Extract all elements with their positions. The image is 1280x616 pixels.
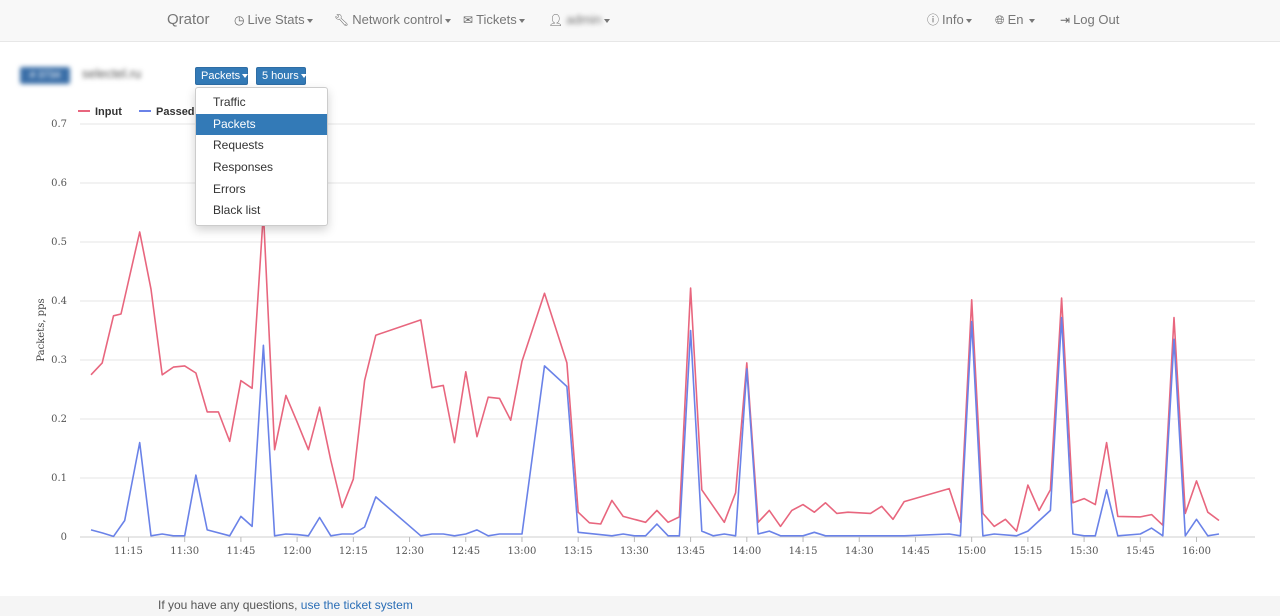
footer-text: If you have any questions, use the ticke…: [158, 597, 413, 613]
x-tick-label: 12:00: [283, 546, 312, 557]
y-tick-label: 0.7: [51, 119, 67, 130]
dropdown-item-black-list[interactable]: Black list: [213, 203, 261, 218]
x-tick-label: 11:45: [226, 546, 255, 557]
dashboard-icon: ◷: [234, 13, 245, 27]
top-navbar: Qrator ◷ Live Stats 🔧︎ Network control ✉ Ti…: [0, 0, 1280, 42]
chevron-down-icon: [603, 18, 610, 23]
nav-logout-label: Log Out: [1073, 12, 1120, 27]
x-tick-label: 13:45: [676, 546, 705, 557]
x-tick-label: 16:00: [1182, 546, 1211, 557]
chevron-down-icon: [518, 18, 525, 23]
nav-logout[interactable]: ⇥ Log Out: [1060, 0, 1119, 40]
chevron-down-icon: [965, 18, 972, 23]
globe-icon: 🌐︎: [995, 13, 1005, 27]
logout-icon: ⇥: [1060, 13, 1071, 27]
x-tick-label: 12:15: [339, 546, 368, 557]
y-axis-label: Packets, pps: [36, 298, 47, 361]
envelope-icon: ✉: [463, 13, 474, 27]
x-tick-label: 13:30: [620, 546, 649, 557]
wrench-icon: 🔧︎: [334, 13, 350, 27]
series-line-passed: [90, 316, 1220, 538]
chevron-down-icon: [306, 18, 313, 23]
dropdown-item-errors[interactable]: Errors: [213, 181, 246, 196]
metric-select-button[interactable]: Packets: [195, 67, 249, 85]
x-tick-label: 11:15: [114, 546, 143, 557]
metric-select-label: Packets: [201, 70, 241, 82]
legend-label: Passed: [156, 106, 195, 118]
nav-language-label: En: [1007, 12, 1024, 27]
nav-live-stats[interactable]: ◷ Live Stats: [234, 0, 313, 40]
nav-info[interactable]: ⓘ Info: [927, 0, 972, 40]
x-tick-label: 15:00: [957, 546, 986, 557]
x-tick-label: 11:30: [170, 546, 199, 557]
nav-tickets[interactable]: ✉ Tickets: [463, 0, 525, 40]
x-tick-label: 12:30: [395, 546, 424, 557]
y-tick-label: 0.5: [51, 237, 67, 248]
brand-logo[interactable]: Qrator: [167, 11, 210, 28]
nav-live-stats-label: Live Stats: [247, 12, 305, 27]
y-tick-label: 0.3: [51, 355, 67, 366]
footer: If you have any questions, use the ticke…: [0, 596, 1280, 616]
dropdown-item-packets[interactable]: Packets: [196, 113, 327, 136]
chevron-down-icon: [300, 74, 307, 79]
nav-language[interactable]: 🌐︎ En: [995, 0, 1035, 40]
nav-network-control-label: Network control: [352, 12, 443, 27]
info-icon: ⓘ: [927, 13, 940, 27]
time-range-label: 5 hours: [262, 70, 299, 82]
packets-line-chart: 0 0.1 0.2 0.3 0.4 0.5 0.6 0.7 11:15 11:30 11:45 12:…: [36, 106, 1255, 557]
nav-info-label: Info: [942, 12, 964, 27]
site-id-badge: # 3734: [20, 67, 70, 84]
legend-label: Input: [95, 106, 122, 118]
dropdown-item-traffic[interactable]: Traffic: [213, 95, 246, 109]
site-name: selectel.ru: [82, 66, 142, 81]
y-tick-label: 0.1: [51, 473, 67, 484]
nav-username: admin: [566, 12, 602, 27]
x-tick-label: 15:15: [1013, 546, 1042, 557]
x-tick-label: 13:15: [564, 546, 593, 557]
time-range-button[interactable]: 5 hours: [256, 67, 307, 85]
series-line-input: [90, 211, 1220, 532]
user-icon: 👤︎: [548, 13, 564, 27]
dropdown-item-requests[interactable]: Requests: [213, 138, 264, 153]
y-tick-label: 0.6: [51, 178, 67, 189]
y-tick-label: 0: [61, 532, 67, 543]
y-tick-label: 0.2: [51, 414, 67, 425]
dropdown-item-responses[interactable]: Responses: [213, 160, 274, 175]
nav-user-menu[interactable]: 👤︎ admin: [548, 0, 610, 40]
y-tick-label: 0.4: [51, 296, 67, 307]
chevron-down-icon: [1028, 18, 1035, 23]
x-tick-label: 14:15: [789, 546, 818, 557]
x-tick-label: 14:30: [845, 546, 874, 557]
nav-network-control[interactable]: 🔧︎ Network control: [334, 0, 451, 40]
x-tick-label: 13:00: [508, 546, 537, 557]
footer-message: If you have any questions,: [158, 598, 301, 612]
chevron-down-icon: [242, 74, 249, 79]
chevron-down-icon: [444, 18, 451, 23]
ticket-system-link[interactable]: use the ticket system: [300, 598, 413, 612]
x-tick-label: 15:30: [1070, 546, 1099, 557]
x-tick-label: 15:45: [1126, 546, 1155, 557]
x-tick-label: 14:00: [732, 546, 761, 557]
metric-dropdown-menu: Traffic Packets Requests Responses Errors Bla…: [195, 87, 328, 226]
x-tick-label: 14:45: [901, 546, 930, 557]
nav-tickets-label: Tickets: [476, 12, 517, 27]
x-tick-label: 12:45: [451, 546, 480, 557]
